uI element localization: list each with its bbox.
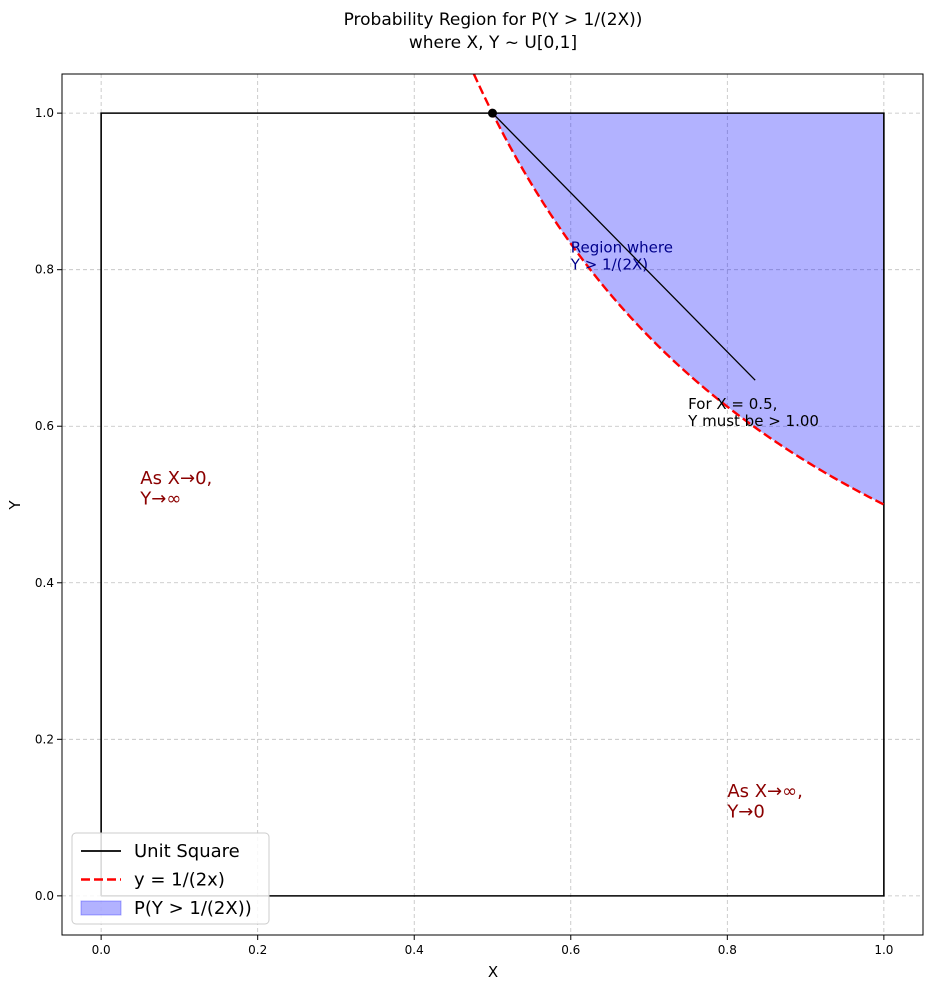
y-tick-label: 0.4 [35,576,54,590]
annotation-text-3: As X→∞, [727,781,803,802]
annotation-text-1: For X = 0.5, [688,395,777,413]
x-tick-label: 0.6 [561,943,580,957]
y-tick-label: 0.8 [35,263,54,277]
x-tick-label: 0.8 [718,943,737,957]
annotation-text-0: Region where [571,238,673,256]
data-point [488,108,497,118]
y-tick-label: 0.2 [35,732,54,746]
y-axis-label: Y [6,500,24,511]
y-tick-label: 0.0 [35,889,54,903]
legend-box [71,832,270,925]
x-tick-label: 1.0 [874,943,893,957]
x-tick-label: 0.2 [248,943,267,957]
x-tick-label: 0.0 [92,943,111,957]
legend-entry-label: y = 1/(2x) [134,870,225,891]
annotation-text-1: Y must be > 1.00 [687,412,819,430]
legend-swatch [80,900,122,916]
probability-region-fill [492,113,884,505]
axis-ticks: 0.0 0.2 0.4 0.6 0.8 1.0 0.0 0.2 0.4 0.6 0.8 1.0 [35,106,894,957]
curve-line [472,74,885,506]
annotation-arrow [492,112,756,381]
annotation-text-0: Y > 1/(2X) [570,256,648,274]
annotation-text-2: As X→0, [140,468,212,489]
chart-title-line-2: where X, Y ~ U[0,1] [409,33,577,53]
legend-entry-label: Unit Square [134,841,240,862]
x-tick-label: 0.4 [405,943,424,957]
legend-entry-label: P(Y > 1/(2X)) [134,898,252,919]
unit-square-line [100,112,885,897]
legend: Unit Square y = 1/(2x) P(Y > 1/(2X)) [71,832,270,925]
annotation-text-2: Y→∞ [139,489,181,510]
annotation-text-3: Y→0 [726,802,765,823]
y-tick-label: 1.0 [35,106,54,120]
y-tick-label: 0.6 [35,419,54,433]
x-axis-label: X [488,963,498,981]
axes-frame [61,73,924,936]
chart-title-line-1: Probability Region for P(Y > 1/(2X)) [344,10,643,30]
